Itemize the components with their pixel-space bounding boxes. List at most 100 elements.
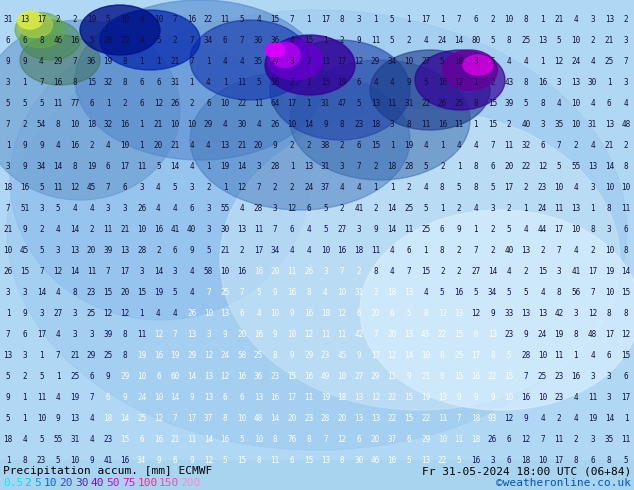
Text: 4: 4: [223, 120, 228, 129]
Text: 15: 15: [304, 456, 313, 465]
Text: 15: 15: [103, 288, 113, 297]
Text: 6: 6: [490, 162, 495, 171]
Text: 7: 7: [172, 16, 178, 24]
Text: 5: 5: [440, 288, 444, 297]
Text: 14: 14: [120, 414, 129, 422]
Ellipse shape: [80, 5, 160, 55]
Text: 3: 3: [273, 204, 278, 213]
Text: 17: 17: [371, 351, 380, 360]
Text: 1: 1: [590, 204, 595, 213]
Text: 2: 2: [406, 36, 411, 46]
Text: 22: 22: [237, 99, 247, 108]
Text: 15: 15: [455, 372, 463, 381]
Text: 32: 32: [103, 78, 113, 87]
Text: 9: 9: [356, 36, 361, 46]
Text: 17: 17: [337, 57, 347, 67]
Text: 13: 13: [120, 246, 129, 255]
Text: 27: 27: [421, 57, 430, 67]
Text: 4: 4: [256, 16, 261, 24]
Text: 8: 8: [373, 267, 378, 276]
Text: 4: 4: [22, 435, 27, 443]
Text: 4: 4: [424, 141, 428, 150]
Text: 41: 41: [171, 225, 179, 234]
Text: 12: 12: [204, 351, 213, 360]
Text: 3: 3: [323, 267, 328, 276]
Text: 6: 6: [607, 99, 612, 108]
Text: 9: 9: [39, 141, 44, 150]
Text: 1: 1: [206, 57, 210, 67]
Text: 4: 4: [206, 141, 210, 150]
Text: 24: 24: [437, 36, 447, 46]
Text: 6: 6: [356, 309, 361, 318]
Text: 19: 19: [337, 78, 347, 87]
Ellipse shape: [370, 50, 490, 130]
Text: 33: 33: [505, 309, 514, 318]
Text: 3: 3: [356, 225, 361, 234]
Text: 5: 5: [39, 99, 44, 108]
Text: 12: 12: [337, 435, 347, 443]
Text: 12: 12: [70, 183, 79, 192]
Text: 25: 25: [137, 414, 146, 422]
Text: 4: 4: [290, 36, 294, 46]
Text: 2: 2: [490, 78, 495, 87]
Ellipse shape: [190, 20, 310, 100]
Text: 6: 6: [507, 456, 512, 465]
Text: 31: 31: [321, 162, 330, 171]
Text: 16: 16: [521, 392, 531, 402]
Text: 11: 11: [271, 456, 280, 465]
Text: 13: 13: [354, 414, 363, 422]
Text: 17: 17: [254, 246, 263, 255]
Text: 16: 16: [304, 309, 313, 318]
Text: 38: 38: [321, 141, 330, 150]
Text: 2: 2: [540, 246, 545, 255]
Text: 9: 9: [356, 351, 361, 360]
Text: 15: 15: [237, 456, 247, 465]
Text: 3: 3: [290, 57, 294, 67]
Text: 6: 6: [156, 78, 160, 87]
Text: 7: 7: [273, 225, 278, 234]
Text: 7: 7: [540, 435, 545, 443]
Text: 6: 6: [356, 141, 361, 150]
Text: 8: 8: [474, 99, 478, 108]
Text: 20: 20: [153, 141, 163, 150]
Text: 47: 47: [337, 99, 347, 108]
Text: 49: 49: [321, 372, 330, 381]
Text: 4: 4: [139, 16, 144, 24]
Text: 3: 3: [490, 204, 495, 213]
Text: 30: 30: [588, 78, 597, 87]
Text: 4: 4: [574, 16, 578, 24]
Text: 7: 7: [39, 267, 44, 276]
Text: 6: 6: [89, 372, 94, 381]
Text: 4: 4: [373, 78, 378, 87]
Text: 3: 3: [607, 225, 612, 234]
Text: 7: 7: [106, 183, 110, 192]
Text: 22: 22: [421, 414, 430, 422]
Text: 20: 20: [371, 435, 380, 443]
Text: 1: 1: [373, 16, 378, 24]
Text: 6: 6: [624, 372, 628, 381]
Text: 7: 7: [240, 36, 244, 46]
Text: 31: 31: [588, 120, 597, 129]
Text: 7: 7: [474, 246, 478, 255]
Text: 25: 25: [421, 225, 430, 234]
Text: 75: 75: [122, 478, 136, 488]
Text: 8: 8: [440, 183, 444, 192]
Text: 5: 5: [172, 288, 178, 297]
Text: 55: 55: [221, 204, 230, 213]
Text: 5: 5: [624, 456, 628, 465]
Text: 18: 18: [387, 288, 397, 297]
Text: 19: 19: [421, 392, 430, 402]
Text: 4: 4: [424, 36, 428, 46]
Text: 13: 13: [521, 309, 531, 318]
Text: 10: 10: [421, 351, 430, 360]
Text: 13: 13: [304, 162, 313, 171]
Text: 2: 2: [406, 183, 411, 192]
Text: 4: 4: [474, 204, 478, 213]
Text: 9: 9: [406, 78, 411, 87]
Text: 6: 6: [172, 246, 178, 255]
Text: 12: 12: [555, 57, 564, 67]
Text: 58: 58: [204, 267, 213, 276]
Text: 10: 10: [171, 120, 179, 129]
Text: 26: 26: [137, 204, 146, 213]
Text: 12: 12: [153, 99, 163, 108]
